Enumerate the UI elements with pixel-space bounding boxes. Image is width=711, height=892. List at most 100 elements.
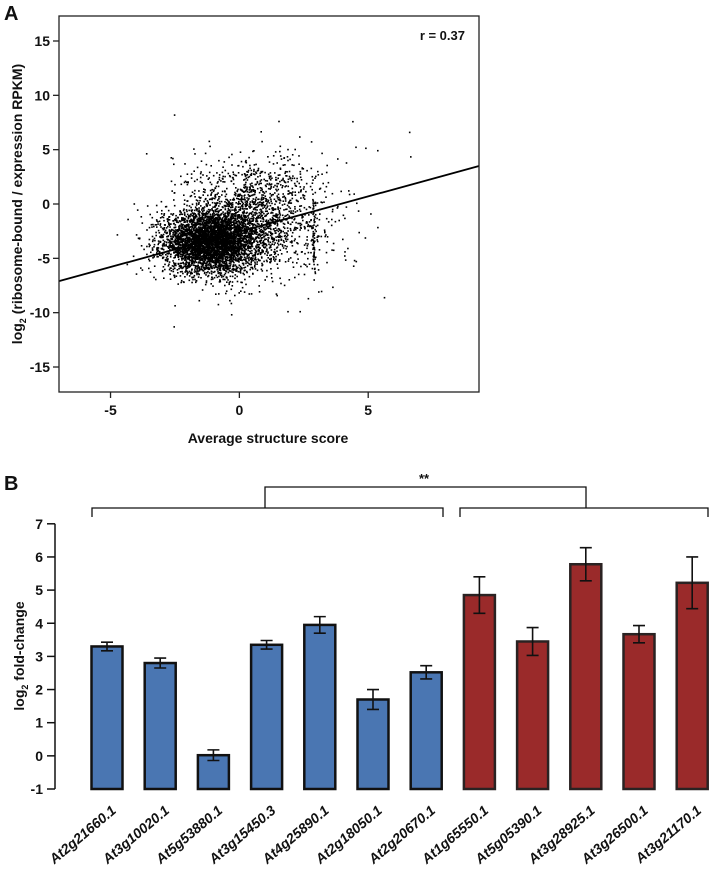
scatter-point	[199, 235, 201, 238]
scatter-point	[248, 240, 250, 243]
scatter-point	[218, 247, 221, 250]
scatter-point	[168, 224, 171, 226]
scatter-point	[204, 256, 207, 258]
scatter-point	[251, 200, 254, 202]
scatter-point	[217, 241, 220, 244]
scatter-point	[218, 238, 220, 240]
scatter-point	[234, 243, 236, 245]
scatter-point	[207, 275, 209, 278]
scatter-point	[183, 243, 185, 246]
scatter-point	[188, 209, 190, 212]
scatter-point	[201, 289, 204, 291]
scatter-point	[169, 248, 171, 251]
scatter-point	[196, 244, 198, 246]
scatter-point	[261, 270, 264, 272]
scatter-point	[188, 227, 191, 230]
scatter-point	[270, 187, 272, 189]
scatter-point	[188, 238, 191, 241]
scatter-point	[167, 221, 170, 224]
scatter-point	[223, 224, 226, 227]
scatter-point	[267, 187, 270, 190]
scatter-point	[192, 276, 195, 279]
scatter-point	[175, 214, 177, 217]
scatter-point	[188, 275, 191, 277]
scatter-point	[184, 242, 186, 245]
scatter-point	[204, 268, 206, 270]
scatter-point	[202, 239, 204, 241]
scatter-point	[214, 228, 216, 230]
scatter-point	[203, 262, 205, 264]
scatter-point	[217, 270, 219, 273]
scatter-point	[182, 249, 185, 251]
scatter-point	[254, 264, 256, 267]
scatter-point	[284, 197, 287, 199]
scatter-point	[217, 211, 220, 214]
scatter-point	[207, 208, 210, 211]
scatter-point	[223, 221, 225, 224]
scatter-point	[206, 260, 209, 263]
scatter-point	[255, 172, 258, 175]
scatter-point	[217, 257, 220, 259]
scatter-point	[299, 170, 302, 173]
scatter-point	[189, 250, 192, 253]
scatter-point	[157, 243, 159, 246]
scatter-point	[296, 242, 298, 244]
scatter-point	[235, 212, 237, 215]
scatter-point	[192, 240, 195, 243]
scatter-point	[175, 232, 178, 234]
scatter-point	[236, 211, 238, 213]
scatter-point	[279, 198, 281, 201]
scatter-point	[235, 254, 238, 257]
scatter-point	[208, 216, 211, 218]
scatter-point	[224, 228, 227, 231]
scatter-point	[208, 210, 211, 213]
scatter-point	[291, 192, 293, 195]
scatter-point	[221, 247, 224, 250]
scatter-point	[191, 222, 193, 224]
scatter-point	[291, 154, 294, 156]
scatter-point	[267, 234, 269, 236]
scatter-point	[259, 180, 262, 182]
scatter-point	[254, 263, 257, 265]
scatter-point	[235, 235, 237, 238]
scatter-point	[266, 210, 268, 212]
scatter-point	[155, 231, 157, 234]
scatter-point	[205, 246, 207, 249]
scatter-point	[245, 212, 248, 215]
scatter-point	[251, 245, 254, 248]
scatter-point	[282, 200, 285, 202]
scatter-point	[220, 252, 223, 255]
scatter-point	[185, 239, 187, 241]
scatter-point	[198, 248, 201, 250]
scatter-point	[236, 229, 239, 231]
scatter-point	[140, 216, 143, 218]
scatter-point	[245, 270, 248, 273]
scatter-point	[145, 153, 148, 155]
scatter-point	[216, 249, 218, 252]
scatter-point	[262, 251, 264, 253]
scatter-point	[234, 248, 236, 251]
scatter-point	[206, 261, 208, 264]
scatter-point	[209, 245, 212, 248]
scatter-point	[169, 242, 172, 244]
scatter-point	[229, 199, 232, 201]
scatter-point	[186, 273, 188, 276]
scatter-point	[195, 208, 198, 210]
scatter-point	[146, 245, 148, 248]
scatter-point	[210, 270, 213, 273]
scatter-point	[198, 266, 201, 268]
scatter-point	[252, 188, 255, 191]
scatter-point	[160, 247, 163, 250]
scatter-point	[268, 243, 270, 246]
scatter-point	[256, 244, 258, 246]
scatter-point	[245, 232, 247, 234]
scatter-point	[214, 260, 217, 262]
scatter-point	[203, 250, 205, 252]
scatter-point	[182, 251, 184, 253]
scatter-point	[213, 224, 215, 226]
scatter-point	[211, 258, 213, 261]
scatter-point	[290, 202, 293, 204]
scatter-point	[239, 241, 241, 243]
scatter-point	[209, 209, 212, 211]
scatter-point	[203, 258, 205, 261]
